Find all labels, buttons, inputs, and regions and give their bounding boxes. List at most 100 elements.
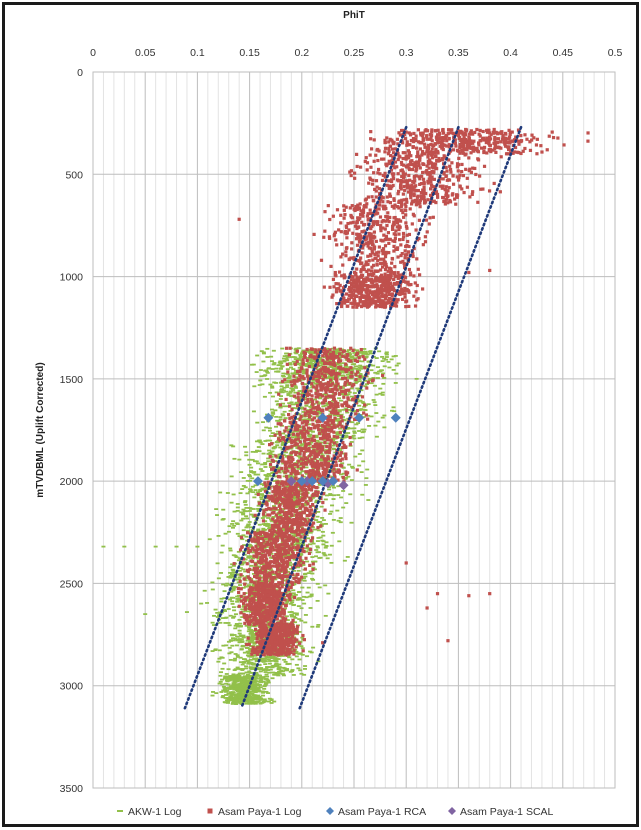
data-point <box>495 141 498 144</box>
data-point <box>273 660 277 662</box>
data-point <box>249 629 253 631</box>
data-point <box>322 552 326 554</box>
data-point <box>428 158 431 161</box>
data-point <box>539 144 542 147</box>
data-point <box>421 171 424 174</box>
data-point <box>369 130 372 133</box>
data-point <box>436 196 439 199</box>
data-point <box>346 432 350 434</box>
data-point <box>244 668 248 670</box>
data-point <box>261 517 265 519</box>
data-point <box>378 207 381 210</box>
data-point <box>218 492 222 494</box>
data-point <box>460 163 463 166</box>
data-point <box>470 129 473 132</box>
data-point <box>354 365 358 367</box>
data-point <box>408 168 411 171</box>
data-point <box>500 155 503 158</box>
data-point <box>404 213 407 216</box>
data-point <box>468 142 471 145</box>
data-point <box>254 474 258 476</box>
data-point <box>330 505 334 507</box>
data-point <box>394 373 398 375</box>
data-point <box>353 209 356 212</box>
data-point <box>260 691 264 693</box>
data-point <box>355 267 358 270</box>
data-point <box>381 239 384 242</box>
data-point <box>335 290 338 293</box>
data-point <box>380 158 383 161</box>
data-point <box>474 147 477 150</box>
data-point <box>324 545 328 547</box>
data-point <box>290 373 294 375</box>
data-point <box>232 588 236 590</box>
data-point <box>328 513 332 515</box>
data-point <box>493 182 496 185</box>
data-point <box>389 271 392 274</box>
data-point <box>230 645 234 647</box>
data-point <box>312 543 316 545</box>
data-point <box>488 136 491 139</box>
data-point <box>525 138 528 141</box>
data-point <box>298 659 302 661</box>
data-point <box>291 368 295 370</box>
data-point <box>380 356 384 358</box>
data-point <box>403 180 406 183</box>
data-point <box>382 247 385 250</box>
data-point <box>434 143 437 146</box>
data-point <box>227 697 231 699</box>
data-point <box>258 490 262 492</box>
data-point <box>445 134 448 137</box>
data-point <box>419 166 422 169</box>
data-point <box>258 681 262 683</box>
data-point <box>274 368 278 370</box>
data-point <box>402 157 405 160</box>
data-point <box>302 603 306 605</box>
data-point <box>379 224 382 227</box>
data-point <box>403 175 406 178</box>
data-point <box>263 529 267 531</box>
data-point <box>409 196 412 199</box>
data-point <box>366 263 369 266</box>
data-point <box>357 465 361 467</box>
data-point <box>241 645 245 647</box>
data-point <box>328 554 332 556</box>
data-point <box>354 205 357 208</box>
data-point <box>218 622 222 624</box>
data-point <box>390 262 393 265</box>
data-point <box>499 140 502 143</box>
data-point <box>397 233 400 236</box>
data-point <box>241 509 245 511</box>
data-point <box>359 213 362 216</box>
data-point <box>286 356 290 358</box>
data-point <box>385 356 389 358</box>
data-point <box>287 402 291 404</box>
data-point <box>220 679 224 681</box>
data-point <box>235 645 239 647</box>
data-point <box>316 624 320 626</box>
data-point <box>359 237 362 240</box>
data-point <box>406 234 409 237</box>
data-point <box>373 385 377 387</box>
data-point <box>334 271 337 274</box>
data-point <box>232 609 236 611</box>
data-point <box>396 255 399 258</box>
data-point <box>413 176 416 179</box>
data-point <box>284 452 288 454</box>
data-point <box>267 682 271 684</box>
data-point <box>394 233 397 236</box>
data-point <box>368 246 371 249</box>
data-point <box>304 614 308 616</box>
data-point <box>268 384 272 386</box>
data-point <box>418 273 421 276</box>
data-point <box>363 223 366 226</box>
data-point <box>333 234 336 237</box>
data-point <box>229 659 233 661</box>
data-point <box>551 130 554 133</box>
data-point <box>241 512 245 514</box>
data-point <box>262 429 266 431</box>
data-point <box>370 382 374 384</box>
data-point <box>348 170 351 173</box>
data-point <box>431 139 434 142</box>
data-point <box>265 674 269 676</box>
